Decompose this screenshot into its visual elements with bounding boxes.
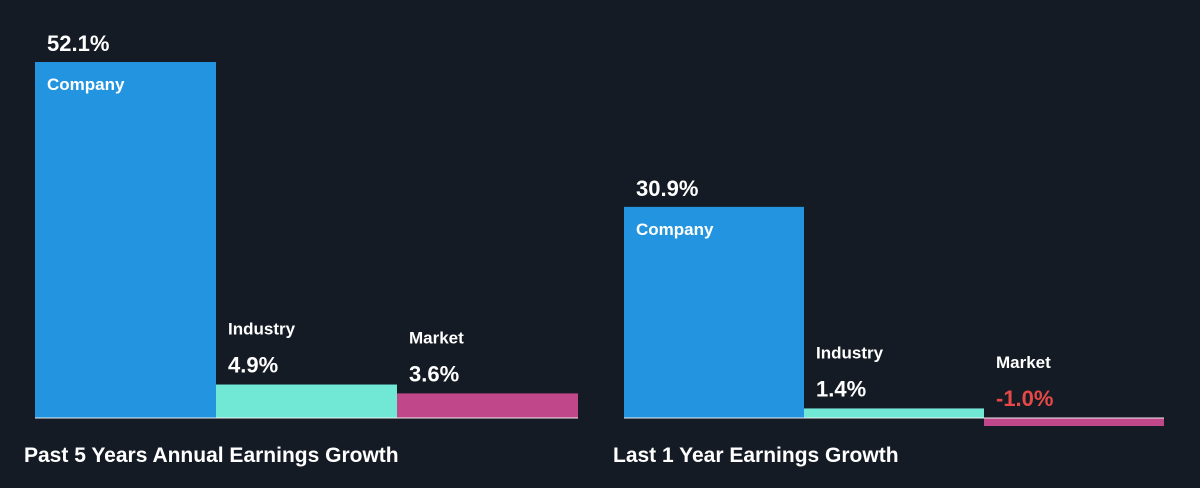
- category-label-5yr-market: Market: [409, 328, 464, 347]
- value-label-5yr-company: 52.1%: [47, 31, 109, 56]
- category-label-5yr-company: Company: [47, 75, 125, 94]
- category-label-5yr-industry: Industry: [228, 320, 296, 339]
- value-label-1yr-company: 30.9%: [636, 176, 698, 201]
- chart-title-1yr: Last 1 Year Earnings Growth: [613, 444, 899, 467]
- value-label-5yr-market: 3.6%: [409, 361, 459, 386]
- bar-1yr-market: [984, 418, 1164, 426]
- bar-1yr-company: [624, 206, 804, 418]
- bar-5yr-industry: [216, 384, 397, 418]
- category-label-1yr-company: Company: [636, 220, 714, 239]
- category-label-1yr-industry: Industry: [816, 343, 884, 362]
- value-label-1yr-industry: 1.4%: [816, 376, 866, 401]
- value-label-5yr-industry: 4.9%: [228, 353, 278, 378]
- bar-1yr-industry: [804, 408, 984, 418]
- category-label-1yr-market: Market: [996, 353, 1051, 372]
- chart-title-5yr: Past 5 Years Annual Earnings Growth: [24, 444, 399, 467]
- value-label-1yr-market: -1.0%: [996, 386, 1053, 411]
- bar-5yr-company: [35, 62, 216, 418]
- bar-5yr-market: [397, 393, 578, 418]
